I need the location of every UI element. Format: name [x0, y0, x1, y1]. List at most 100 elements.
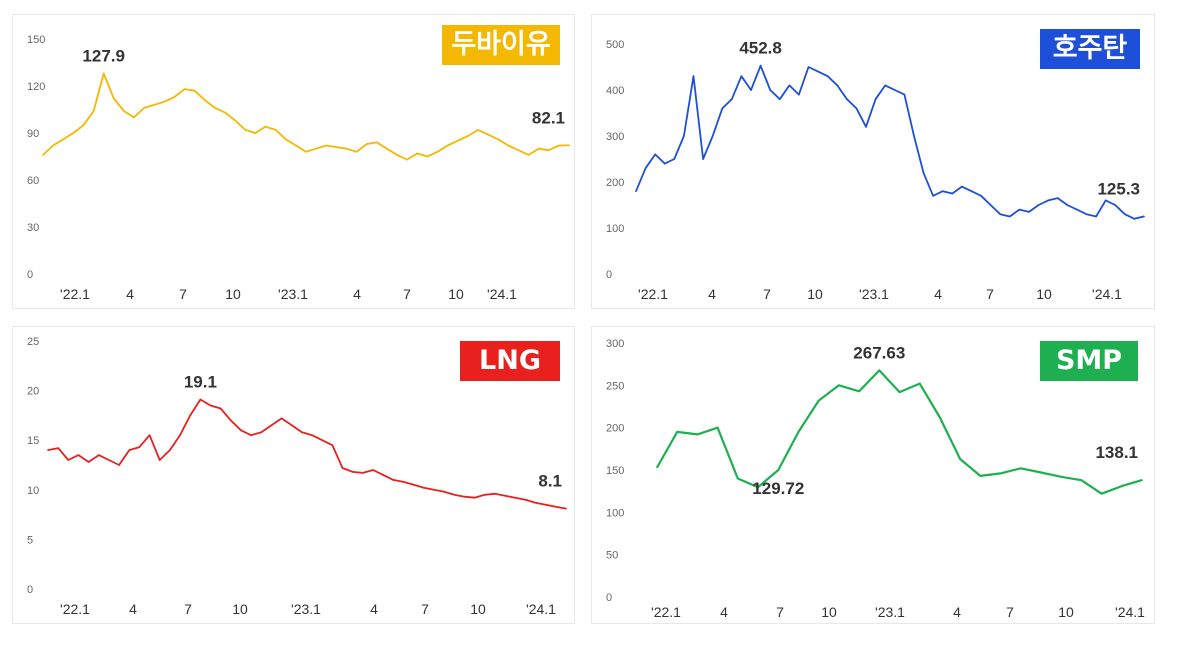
coal-data-point [654, 153, 656, 156]
dubai-x-tick-label: 7 [179, 286, 187, 302]
dubai-data-point [163, 100, 166, 103]
smp-data-point [656, 466, 658, 469]
smp-data-point [878, 369, 881, 372]
smp-x-tick-label: 10 [821, 604, 837, 620]
coal-data-point [999, 213, 1001, 215]
dubai-data-point [224, 111, 226, 114]
dubai-data-point [517, 149, 520, 151]
coal-x-tick-label: 4 [934, 286, 942, 302]
chart-panel-coal: 0 100 200 300 400 500 '22.1 4 7 10 '23.1 4 7 10 '24.1 4… [591, 14, 1155, 309]
lng-data-point [270, 424, 273, 427]
coal-data-point [1028, 211, 1030, 213]
coal-y-tick-label: 100 [606, 223, 624, 235]
dubai-data-point [82, 124, 85, 126]
coal-data-point [884, 84, 886, 87]
lng-data-point [555, 505, 557, 508]
dubai-data-point [477, 129, 479, 131]
lng-data-point [544, 503, 547, 506]
smp-y-tick-label: 0 [606, 592, 612, 604]
lng-x-tick-label: 4 [370, 601, 378, 617]
dubai-data-point [568, 144, 570, 147]
coal-data-point [798, 93, 800, 96]
lng-data-point [108, 459, 110, 461]
dubai-data-point [92, 110, 95, 112]
dubai-data-point [325, 144, 328, 147]
smp-data-point [898, 391, 901, 393]
dubai-data-point [264, 125, 267, 128]
dubai-data-point [274, 129, 277, 131]
coal-data-point [1066, 204, 1069, 206]
dubai-data-point [52, 144, 54, 147]
smp-data-point [1040, 471, 1042, 474]
dubai-data-point [183, 88, 186, 90]
lng-data-point [219, 407, 222, 410]
dubai-data-point [153, 104, 156, 106]
smp-data-point [737, 477, 739, 480]
lng-x-tick-label: '24.1 [526, 601, 556, 617]
lng-data-point [534, 501, 537, 504]
dubai-x-tick-label: '22.1 [60, 286, 90, 302]
coal-data-point [1114, 204, 1116, 206]
lng-data-point [260, 431, 263, 434]
lng-data-point [382, 474, 385, 476]
dubai-x-tick-label: 7 [403, 286, 411, 302]
dubai-data-point [315, 147, 317, 150]
coal-x-tick-label: '23.1 [859, 286, 889, 302]
dubai-data-point [355, 151, 358, 153]
lng-data-point [87, 461, 90, 463]
smp-data-point [777, 469, 780, 471]
lng-data-point [514, 496, 516, 499]
lng-data-point [463, 495, 466, 498]
lng-data-point [402, 481, 405, 483]
chart-panel-dubai: 0 30 60 90 120 150 '22.1 4 7 10 '23.1 4 7 10 '24.1 127.… [12, 14, 575, 309]
lng-data-point [128, 449, 131, 451]
lng-data-point [169, 449, 171, 451]
lng-data-point [158, 459, 161, 461]
dubai-data-point [102, 72, 105, 75]
lng-data-point [524, 498, 527, 501]
coal-data-point [913, 135, 915, 137]
smp-data-point [999, 472, 1002, 475]
coal-data-point [788, 84, 791, 87]
lng-data-point [118, 464, 120, 466]
dubai-data-point [467, 135, 469, 137]
coal-data-point [711, 135, 714, 137]
smp-data-point [1020, 467, 1022, 470]
coal-x-tick-label: 7 [986, 286, 994, 302]
dubai-value-annotation: 82.1 [532, 108, 565, 127]
lng-x-tick-label: 4 [129, 601, 137, 617]
dubai-data-point [193, 89, 196, 92]
series-badge-lng: LNG [460, 341, 560, 381]
dubai-x-tick-label: 10 [448, 286, 464, 302]
lng-x-tick-label: 10 [232, 601, 248, 617]
lng-data-point [77, 454, 80, 456]
dubai-data-point [204, 99, 206, 101]
dubai-data-point [345, 147, 348, 150]
smp-data-point [1121, 485, 1123, 487]
chart-svg-smp: 0 50 100 150 200 250 300 '22.1 4 7 10 '23.1 4 7 10 '24.… [606, 338, 1145, 620]
lng-data-point [453, 494, 456, 496]
lng-data-point [47, 449, 49, 451]
smp-data-point [1100, 492, 1103, 495]
lng-data-point [321, 439, 324, 441]
lng-x-tick-label: '23.1 [291, 601, 321, 617]
smp-y-tick-label: 200 [606, 423, 624, 435]
lng-value-annotation: 19.1 [184, 373, 217, 392]
lng-x-tick-label: 7 [421, 601, 429, 617]
coal-data-point [731, 98, 733, 100]
dubai-data-point [527, 154, 530, 156]
coal-data-point [980, 195, 982, 197]
smp-data-point [757, 486, 759, 488]
coal-data-point [1018, 208, 1021, 211]
coal-data-point [721, 107, 724, 110]
lng-y-tick-label: 20 [27, 386, 39, 398]
dubai-y-tick-label: 90 [27, 128, 39, 140]
dubai-data-point [386, 147, 388, 150]
chart-svg-coal: 0 100 200 300 400 500 '22.1 4 7 10 '23.1 4 7 10 '24.1 4… [606, 39, 1145, 302]
lng-series-line [47, 398, 567, 510]
smp-y-tick-label: 50 [606, 550, 618, 562]
coal-data-point [664, 162, 666, 165]
coal-data-point [1124, 213, 1126, 215]
coal-y-tick-label: 0 [606, 269, 612, 281]
coal-data-point [1104, 199, 1107, 202]
